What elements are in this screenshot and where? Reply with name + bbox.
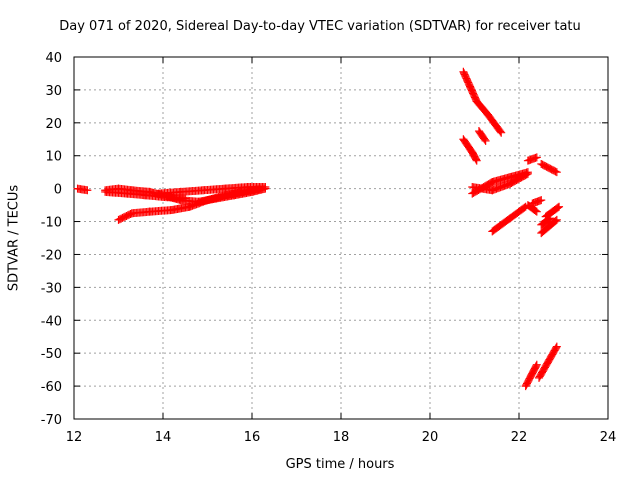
grid-layer — [74, 57, 608, 419]
data-point — [532, 207, 541, 216]
data-point — [551, 216, 560, 225]
data-trace — [474, 127, 490, 145]
x-tick-label: 18 — [333, 430, 350, 445]
data-point — [480, 135, 489, 144]
plot-frame — [73, 56, 609, 420]
data-point — [496, 127, 505, 136]
x-tick-label: 12 — [66, 430, 83, 445]
y-tick-label: 10 — [45, 150, 62, 165]
data-marks — [73, 67, 564, 391]
data-point — [532, 361, 541, 370]
axes-layer — [73, 56, 609, 420]
y-axis-label: SDTVAR / TECUs — [6, 184, 22, 292]
data-point — [261, 182, 270, 191]
data-point — [531, 206, 540, 215]
data-trace — [537, 159, 561, 177]
data-point — [555, 202, 564, 211]
data-point — [497, 128, 506, 137]
y-tick-label: -60 — [41, 380, 62, 395]
data-point — [546, 214, 555, 223]
data-point — [523, 168, 532, 177]
data-point — [472, 155, 481, 164]
data-trace — [521, 360, 541, 391]
y-tick-label: 40 — [45, 51, 62, 66]
data-trace — [523, 153, 541, 165]
chart-title: Day 071 of 2020, Sidereal Day-to-day VTE… — [59, 19, 581, 34]
data-trace — [488, 202, 530, 236]
y-tick-label: 20 — [45, 117, 62, 132]
data-trace — [537, 215, 561, 238]
data-point — [545, 215, 554, 224]
y-tick-label: -10 — [41, 216, 62, 231]
tick-labels: 12 14 16 18 20 22 24 40 30 20 10 0 -10 -20 -30 -40 -50 -6… — [41, 51, 617, 445]
data-trace — [459, 135, 481, 165]
data-trace — [523, 201, 541, 216]
y-tick-label: -70 — [41, 413, 62, 428]
data-trace — [73, 184, 92, 195]
data-point — [481, 136, 490, 145]
x-tick-label: 22 — [511, 430, 528, 445]
x-axis-label: GPS time / hours — [285, 457, 395, 472]
y-tick-label: 0 — [54, 183, 62, 198]
data-point — [553, 203, 562, 212]
data-point — [552, 168, 561, 177]
x-tick-label: 20 — [422, 430, 439, 445]
data-point — [532, 153, 541, 162]
data-point — [472, 156, 481, 165]
y-tick-label: -50 — [41, 347, 62, 362]
y-tick-label: -40 — [41, 314, 62, 329]
data-point — [552, 342, 561, 351]
data-point — [552, 215, 561, 224]
data-trace — [541, 202, 564, 221]
y-tick-label: 30 — [45, 84, 62, 99]
x-tick-label: 14 — [155, 430, 172, 445]
data-trace — [535, 342, 561, 382]
y-tick-label: -30 — [41, 281, 62, 296]
data-trace — [459, 67, 506, 137]
data-point — [537, 196, 546, 205]
data-trace — [528, 196, 546, 208]
x-tick-label: 16 — [244, 430, 261, 445]
data-point — [256, 184, 265, 193]
y-tick-label: -20 — [41, 248, 62, 263]
data-point — [83, 186, 92, 195]
data-point — [552, 343, 561, 352]
x-tick-label: 24 — [600, 430, 617, 445]
data-point — [551, 167, 560, 176]
data-trace — [114, 184, 265, 224]
data-point — [532, 360, 541, 369]
data-trace — [468, 168, 532, 198]
data-trace — [537, 214, 555, 229]
